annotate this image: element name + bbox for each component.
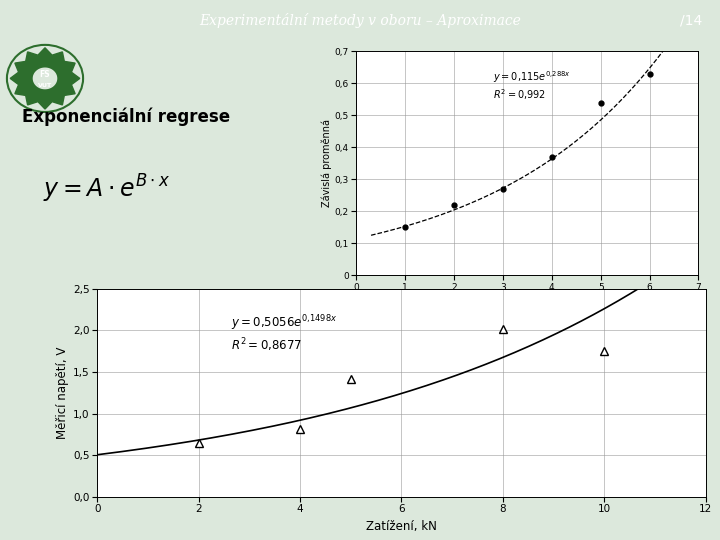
Text: $y = 0{,}115e^{0{,}288x}$
$R^2 = 0{,}992$: $y = 0{,}115e^{0{,}288x}$ $R^2 = 0{,}992… (493, 69, 571, 102)
Polygon shape (10, 48, 80, 109)
Text: FS: FS (40, 70, 50, 78)
Text: Exponenciální regrese: Exponenciální regrese (22, 108, 230, 126)
Text: $y = A \cdot e^{B \cdot x}$: $y = A \cdot e^{B \cdot x}$ (43, 173, 171, 205)
Y-axis label: Závislá proměnná: Závislá proměnná (321, 119, 332, 207)
Text: $y = 0{,}5056e^{0{,}1498x}$
$R^2 = 0{,}8677$: $y = 0{,}5056e^{0{,}1498x}$ $R^2 = 0{,}8… (231, 314, 338, 354)
X-axis label: Zatížení, kN: Zatížení, kN (366, 520, 437, 533)
Text: Experimentální metody v oboru – Aproximace: Experimentální metody v oboru – Aproxima… (199, 13, 521, 28)
Y-axis label: Měřicí napětí, V: Měřicí napětí, V (55, 347, 69, 439)
Polygon shape (33, 68, 57, 89)
Text: VUT: VUT (38, 83, 52, 88)
X-axis label: Nezávislá proměnná: Nezávislá proměnná (477, 298, 577, 308)
Text: /14: /14 (680, 14, 702, 27)
